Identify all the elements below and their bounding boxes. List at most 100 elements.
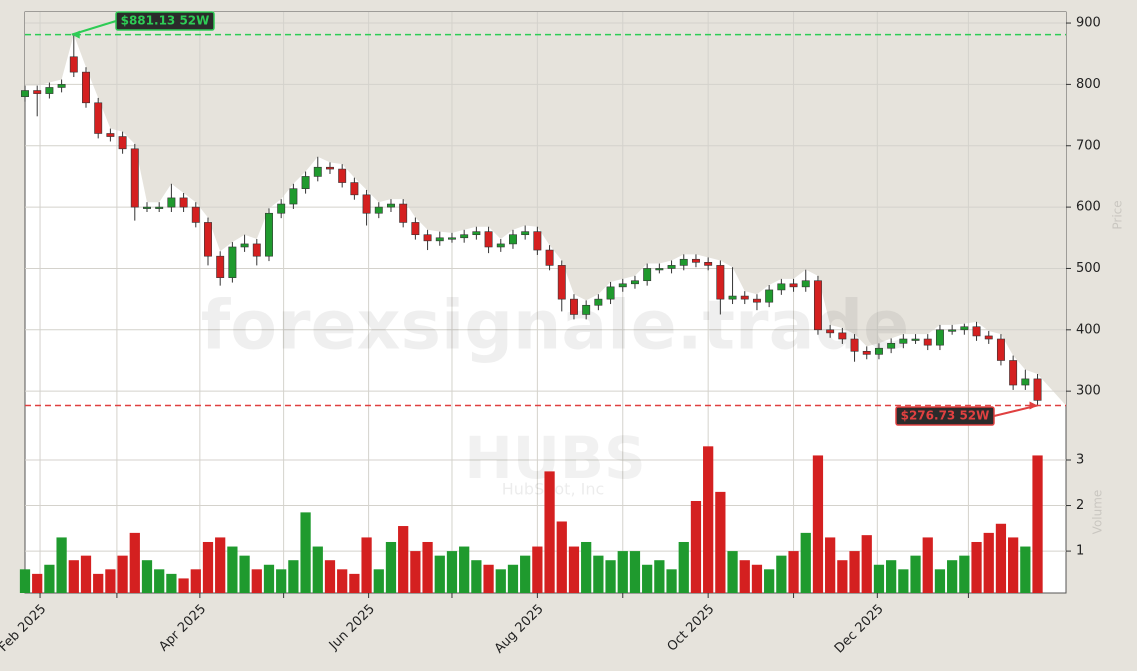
candle-body	[423, 234, 432, 242]
volume-bar	[715, 491, 726, 593]
volume-bar	[251, 569, 262, 593]
volume-bar	[971, 541, 982, 593]
volume-bar	[263, 564, 275, 593]
volume-bar	[764, 569, 775, 593]
candle-body	[752, 298, 761, 303]
candle-body	[399, 203, 408, 223]
y2-tick-label: 1	[1076, 544, 1084, 559]
volume-bar	[166, 573, 177, 593]
volume-bar	[32, 573, 43, 593]
candle-body	[216, 255, 225, 278]
volume-bar	[788, 551, 799, 593]
volume-bar	[56, 537, 67, 593]
volume-bar	[995, 523, 1007, 593]
y-tick-label: 400	[1076, 322, 1101, 337]
volume-bar	[605, 560, 616, 593]
volume-bar	[947, 560, 958, 593]
candle-body	[509, 234, 517, 245]
candle-body	[277, 203, 286, 214]
candle-body	[496, 243, 505, 248]
candle-body	[533, 231, 542, 251]
volume-bar	[617, 551, 628, 593]
candle-body	[716, 265, 725, 300]
candle-body	[1009, 360, 1018, 386]
x-tick-label: Oct 2025	[665, 602, 718, 655]
candle-body	[21, 90, 29, 97]
volume-bar	[520, 555, 531, 593]
volume-bar	[483, 564, 494, 593]
candle-body	[228, 246, 237, 278]
candle-body	[582, 304, 591, 315]
candle-body	[69, 56, 78, 73]
volume-bar	[825, 537, 836, 593]
candle-body	[338, 168, 347, 183]
volume-bar	[19, 569, 31, 593]
marker-label: $881.13 52W	[121, 14, 210, 28]
volume-bar	[666, 569, 677, 593]
volume-bar	[581, 541, 592, 593]
candle-body	[460, 234, 469, 239]
candle-body	[557, 265, 566, 300]
volume-bar	[959, 555, 970, 593]
candle-body	[984, 335, 993, 340]
volume-bar	[227, 546, 238, 593]
volume-bar	[849, 551, 860, 593]
volume-bar	[568, 546, 580, 593]
volume-bar	[215, 537, 226, 593]
y-tick-label: 900	[1076, 16, 1101, 31]
candle-body	[789, 283, 798, 288]
candle-body	[923, 338, 932, 346]
volume-bar	[934, 569, 946, 593]
candle-body	[643, 268, 652, 282]
candle-body	[435, 237, 444, 242]
volume-bar	[422, 541, 433, 593]
volume-bar	[202, 541, 214, 593]
volume-bar	[983, 532, 994, 593]
candle-body	[374, 206, 383, 214]
candle-body	[862, 350, 871, 355]
volume-bar	[861, 535, 872, 593]
candle-body	[521, 231, 530, 236]
volume-bar	[812, 455, 824, 593]
volume-bar	[471, 560, 482, 593]
candle-body	[570, 298, 578, 315]
volume-bar	[385, 541, 397, 593]
volume-bar	[446, 551, 458, 593]
volume-bar	[141, 560, 153, 593]
y-tick-label: 600	[1076, 200, 1101, 215]
y2-axis-label: Volume	[1091, 490, 1105, 535]
x-tick-label: Jun 2025	[326, 602, 378, 654]
candle-body	[960, 326, 969, 331]
volume-bar	[93, 573, 104, 593]
volume-bar	[434, 555, 445, 593]
candle-body	[289, 188, 298, 205]
volume-bar	[361, 537, 372, 593]
volume-bar	[910, 555, 921, 593]
volume-bar	[898, 569, 909, 593]
volume-bar	[678, 541, 689, 593]
candle-body	[801, 280, 810, 288]
candle-body	[948, 329, 957, 332]
volume-bar	[105, 569, 116, 593]
volume-bar	[117, 555, 128, 593]
candle-body	[118, 136, 127, 150]
candle-body	[313, 166, 322, 177]
y-tick-label: 500	[1076, 261, 1101, 276]
volume-bar	[1032, 455, 1043, 593]
marker-arrowhead	[1029, 401, 1038, 410]
candle-body	[777, 283, 786, 291]
y-axis-label: Price	[1111, 200, 1125, 229]
candle-body	[704, 262, 713, 266]
volume-bar	[154, 569, 165, 593]
candle-body	[240, 243, 249, 248]
volume-bar	[532, 546, 543, 593]
candle-body	[484, 231, 493, 248]
volume-bar	[312, 546, 323, 593]
candle-body	[265, 212, 273, 257]
candle-body	[740, 295, 749, 300]
candle-body	[167, 197, 176, 208]
price-shade	[25, 12, 1066, 406]
y2-tick-label: 3	[1076, 452, 1084, 467]
y-tick-label: 700	[1076, 138, 1101, 153]
